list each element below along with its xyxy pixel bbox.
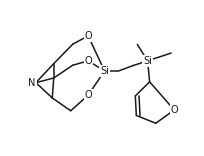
Text: O: O <box>84 56 92 66</box>
Text: O: O <box>84 90 92 100</box>
Text: Si: Si <box>142 56 151 66</box>
Text: O: O <box>170 105 177 115</box>
Text: Si: Si <box>100 66 109 76</box>
Text: N: N <box>28 78 36 88</box>
Text: O: O <box>84 31 92 41</box>
